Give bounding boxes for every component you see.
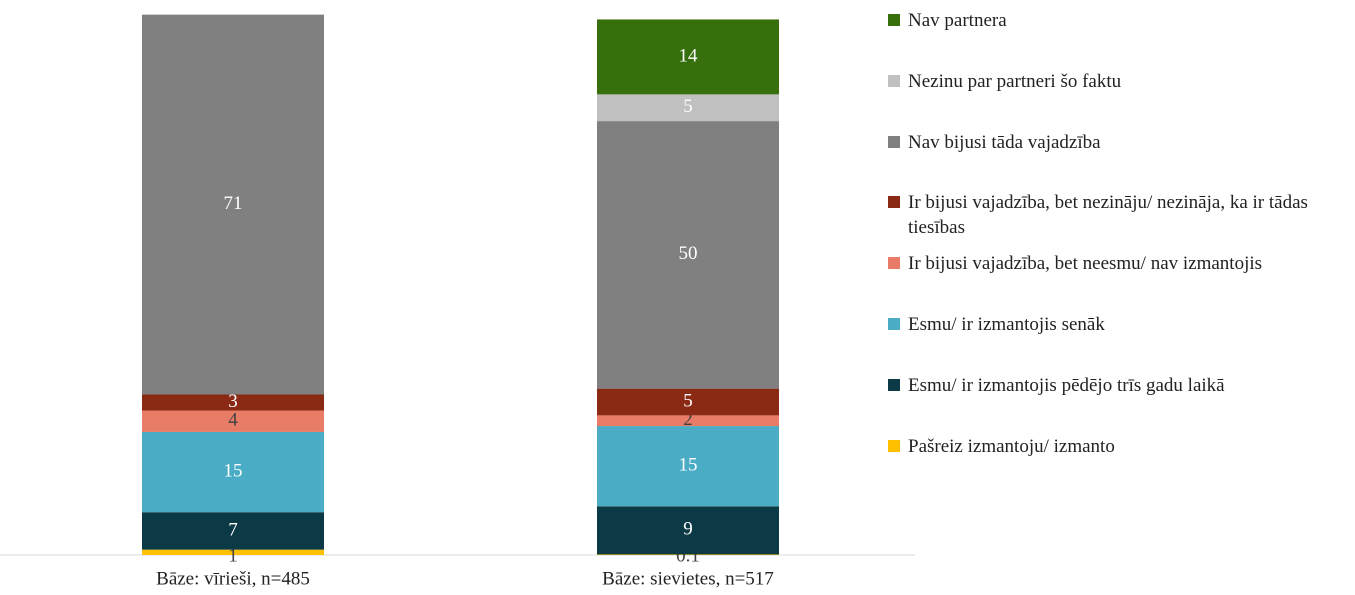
data-label: 9 bbox=[683, 519, 693, 540]
data-label: 5 bbox=[683, 390, 693, 411]
legend-swatch bbox=[888, 196, 900, 209]
x-tick-label: Bāze: vīrieši, n=485 bbox=[156, 568, 310, 589]
data-label: 15 bbox=[224, 460, 243, 481]
legend-label: Pašreiz izmantoju/ izmanto bbox=[908, 435, 1115, 457]
data-label: 3 bbox=[228, 391, 238, 412]
legend-label: Ir bijusi vajadzība, bet nezināju/ nezin… bbox=[908, 192, 1308, 239]
bar-segment bbox=[142, 549, 324, 555]
bar-segment bbox=[142, 431, 324, 513]
legend-swatch bbox=[888, 318, 900, 330]
data-label: 1 bbox=[228, 545, 238, 566]
bar-segment bbox=[597, 94, 779, 122]
data-label: 71 bbox=[224, 193, 243, 214]
legend-swatch bbox=[888, 257, 900, 270]
legend-entry: Ir bijusi vajadzība, bet neesmu/ nav izm… bbox=[888, 251, 1355, 276]
legend-entry: Nav partnera bbox=[888, 8, 1355, 33]
data-label: 5 bbox=[683, 96, 693, 117]
legend-swatch bbox=[888, 439, 900, 452]
bar-segment bbox=[142, 14, 324, 395]
bar-segment bbox=[597, 554, 779, 555]
legend-entry: Esmu/ ir izmantojis senāk bbox=[888, 312, 1355, 337]
legend-label: Nav partnera bbox=[908, 10, 1007, 31]
data-label: 15 bbox=[679, 455, 698, 476]
bar-segment bbox=[597, 506, 779, 555]
data-label: 50 bbox=[679, 243, 698, 264]
legend-entry: Pašreiz izmantoju/ izmanto bbox=[888, 434, 1355, 459]
legend-entry: Nezinu par partneri šo faktu bbox=[888, 69, 1355, 94]
legend-label: Nav bijusi tāda vajadzība bbox=[908, 131, 1101, 153]
legend-swatch bbox=[888, 135, 900, 148]
x-tick-label: Bāze: sievietes, n=517 bbox=[602, 568, 774, 589]
bar-segment bbox=[597, 388, 779, 416]
bar-segment bbox=[597, 121, 779, 389]
bar-segment bbox=[597, 415, 779, 427]
legend-swatch bbox=[888, 14, 900, 26]
bar-segment bbox=[142, 410, 324, 432]
legend-entry: Esmu/ ir izmantojis pēdējo trīs gadu lai… bbox=[888, 373, 1355, 398]
legend-label: Ir bijusi vajadzība, bet neesmu/ nav izm… bbox=[908, 253, 1263, 275]
legend-swatch bbox=[888, 74, 900, 87]
bar-segment bbox=[597, 426, 779, 507]
legend-entry: Ir bijusi vajadzība, bet nezināju/ nezin… bbox=[888, 190, 1355, 240]
bar-segment bbox=[142, 512, 324, 550]
data-label: 7 bbox=[228, 519, 238, 540]
legend-entry: Nav bijusi tāda vajadzība bbox=[888, 130, 1355, 155]
legend-label: Esmu/ ir izmantojis senāk bbox=[908, 314, 1105, 335]
data-label: 14 bbox=[679, 45, 699, 66]
bar-segment bbox=[597, 19, 779, 95]
data-label: 4 bbox=[228, 410, 238, 431]
legend-swatch bbox=[888, 378, 900, 391]
legend-label: Esmu/ ir izmantojis pēdējo trīs gadu lai… bbox=[908, 374, 1225, 396]
legend-label: Nezinu par partneri šo faktu bbox=[908, 70, 1122, 92]
data-label: 2 bbox=[683, 409, 693, 430]
bar-segment bbox=[142, 394, 324, 411]
